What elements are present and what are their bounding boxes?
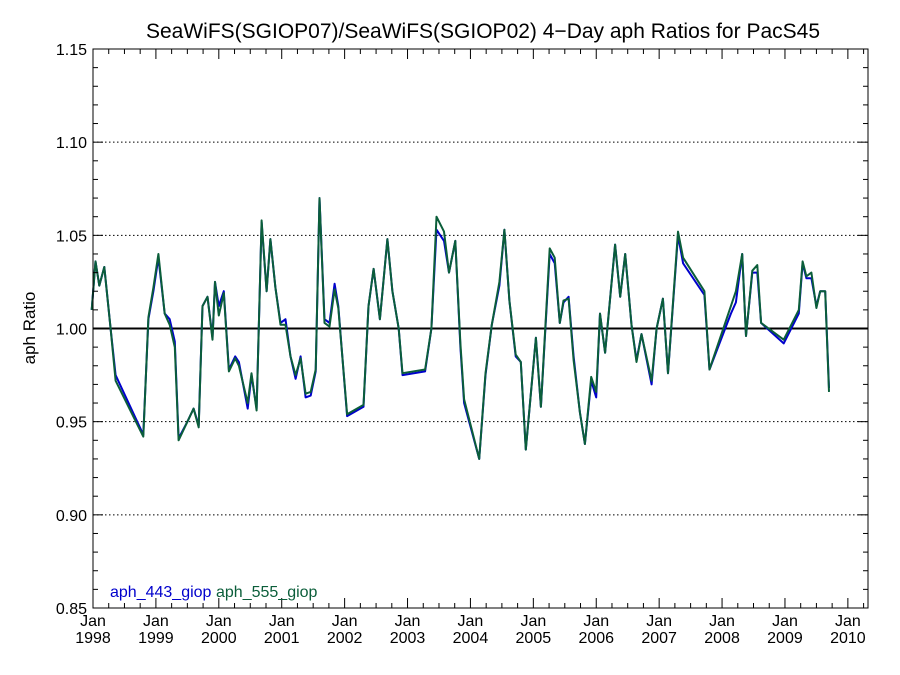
y-tick-label-4: 1.05: [56, 228, 87, 245]
series-line-aph_555_giop: [90, 197, 830, 460]
series-lines: [90, 197, 830, 460]
y-axis-label: aph Ratio: [20, 292, 39, 365]
y-tick-label-0: 0.85: [56, 601, 87, 618]
y-tick-label-2: 0.95: [56, 415, 87, 432]
x-tick-year-1: 1999: [138, 630, 174, 647]
x-tick-year-0: 1998: [75, 630, 111, 647]
chart-title: SeaWiFS(SGIOP07)/SeaWiFS(SGIOP02) 4−Day …: [146, 20, 820, 43]
x-tick-year-10: 2008: [704, 630, 740, 647]
x-tick-year-11: 2009: [767, 630, 803, 647]
x-tick-month-4: Jan: [332, 613, 358, 630]
y-tick-labels: 0.85 0.90 0.95 1.00 1.05 1.10 1.15: [56, 42, 87, 618]
x-tick-year-4: 2002: [327, 630, 363, 647]
x-tick-year-2: 2000: [201, 630, 237, 647]
y-tick-label-1: 0.90: [56, 508, 87, 525]
x-tick-month-0: Jan: [80, 613, 106, 630]
x-tick-month-3: Jan: [269, 613, 295, 630]
x-tick-month-6: Jan: [458, 613, 484, 630]
x-tick-year-9: 2007: [641, 630, 677, 647]
x-tick-month-9: Jan: [646, 613, 672, 630]
y-tick-label-5: 1.10: [56, 135, 87, 152]
y-tick-label-3: 1.00: [56, 322, 87, 339]
legend-entry-aph-443: aph_443_giop: [110, 584, 212, 601]
x-tick-labels: Jan1998Jan1999Jan2000Jan2001Jan2002Jan20…: [75, 613, 866, 647]
x-tick-month-11: Jan: [772, 613, 798, 630]
x-tick-year-3: 2001: [264, 630, 300, 647]
axis-ticks: [92, 48, 868, 609]
x-tick-month-1: Jan: [143, 613, 169, 630]
x-tick-month-12: Jan: [835, 613, 861, 630]
x-tick-month-2: Jan: [206, 613, 232, 630]
x-tick-year-6: 2004: [453, 630, 489, 647]
x-tick-month-7: Jan: [520, 613, 546, 630]
x-tick-year-12: 2010: [830, 630, 866, 647]
x-tick-month-5: Jan: [395, 613, 421, 630]
grid-lines: [93, 141, 868, 516]
x-tick-year-8: 2006: [578, 630, 614, 647]
x-tick-year-5: 2003: [390, 630, 426, 647]
y-tick-label-6: 1.15: [56, 42, 87, 59]
x-tick-month-10: Jan: [709, 613, 735, 630]
x-tick-month-8: Jan: [583, 613, 609, 630]
x-tick-year-7: 2005: [516, 630, 552, 647]
legend-entry-aph-555: aph_555_giop: [216, 584, 318, 601]
